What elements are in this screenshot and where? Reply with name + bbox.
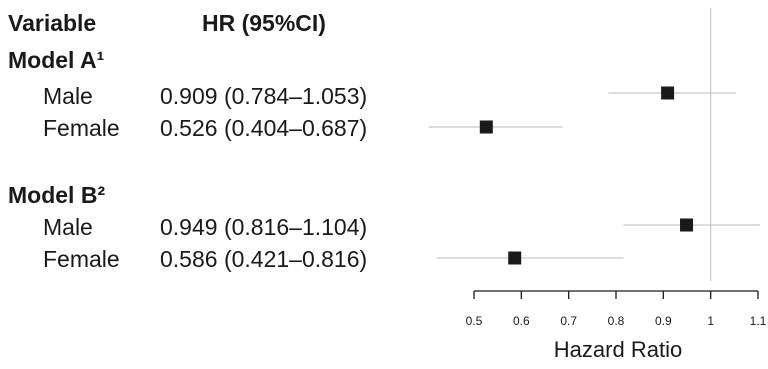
x-tick-label: 0.5 bbox=[466, 314, 483, 328]
x-tick-label: 0.7 bbox=[560, 314, 577, 328]
x-tick-label: 1 bbox=[707, 314, 714, 328]
row-hr-model-b-female: 0.586 (0.421–0.816) bbox=[160, 246, 368, 272]
header-hr: HR (95%CI) bbox=[202, 10, 326, 36]
header-variable: Variable bbox=[8, 10, 97, 36]
point-marker-model-a-female bbox=[479, 120, 493, 134]
row-hr-model-a-male: 0.909 (0.784–1.053) bbox=[160, 83, 368, 109]
row-hr-model-a-female: 0.526 (0.404–0.687) bbox=[160, 115, 368, 141]
x-axis-title: Hazard Ratio bbox=[554, 337, 682, 362]
x-tick-label: 0.6 bbox=[513, 314, 530, 328]
row-label-model-a-female: Female bbox=[43, 115, 120, 141]
row-label-model-b-male: Male bbox=[43, 214, 93, 240]
group-label-model-b: Model B² bbox=[8, 182, 106, 208]
row-label-model-b-female: Female bbox=[43, 246, 120, 272]
point-marker-model-a-male bbox=[661, 86, 675, 100]
row-hr-model-b-male: 0.949 (0.816–1.104) bbox=[160, 214, 368, 240]
x-tick-label: 0.8 bbox=[608, 314, 625, 328]
point-marker-model-b-female bbox=[508, 251, 522, 265]
x-tick-label: 1.1 bbox=[750, 314, 767, 328]
point-marker-model-b-male bbox=[680, 218, 694, 232]
group-label-model-a: Model A¹ bbox=[8, 47, 105, 73]
x-tick-label: 0.9 bbox=[655, 314, 672, 328]
row-label-model-a-male: Male bbox=[43, 83, 93, 109]
